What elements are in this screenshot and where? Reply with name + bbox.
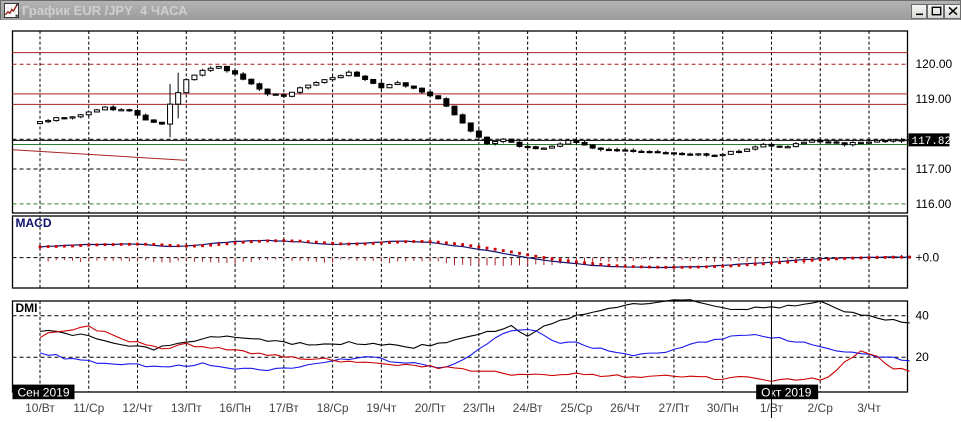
svg-text:MACD: MACD (16, 216, 52, 230)
svg-text:27/Пт: 27/Пт (659, 401, 690, 415)
svg-text:2/Ср: 2/Ср (808, 401, 834, 415)
svg-text:116.00: 116.00 (916, 197, 952, 211)
svg-text:DMI: DMI (16, 301, 38, 315)
svg-text:120.00: 120.00 (916, 57, 953, 71)
svg-text:Окт 2019: Окт 2019 (761, 386, 812, 400)
svg-text:119.00: 119.00 (916, 92, 952, 106)
svg-text:13/Пт: 13/Пт (171, 401, 202, 415)
svg-text:19/Чт: 19/Чт (366, 401, 397, 415)
svg-text:40: 40 (916, 309, 930, 323)
svg-text:30/Пн: 30/Пн (707, 401, 739, 415)
svg-text:26/Чт: 26/Чт (610, 401, 641, 415)
svg-text:23/Пн: 23/Пн (463, 401, 495, 415)
svg-text:117.82: 117.82 (912, 136, 952, 148)
svg-text:20: 20 (916, 350, 930, 364)
svg-text:11/Ср: 11/Ср (73, 401, 104, 415)
svg-text:Сен 2019: Сен 2019 (18, 386, 70, 400)
svg-text:20/Пт: 20/Пт (415, 401, 446, 415)
svg-text:12/Чт: 12/Чт (122, 401, 153, 415)
svg-text:16/Пн: 16/Пн (219, 401, 251, 415)
svg-text:25/Ср: 25/Ср (560, 401, 592, 415)
svg-text:117.00: 117.00 (916, 162, 952, 176)
svg-text:17/Вт: 17/Вт (269, 401, 299, 415)
svg-text:10/Вт: 10/Вт (25, 401, 55, 415)
svg-text:3/Чт: 3/Чт (857, 401, 881, 415)
svg-text:18/Ср: 18/Ср (317, 401, 349, 415)
svg-text:+0.0: +0.0 (916, 251, 940, 265)
svg-text:24/Вт: 24/Вт (513, 401, 543, 415)
